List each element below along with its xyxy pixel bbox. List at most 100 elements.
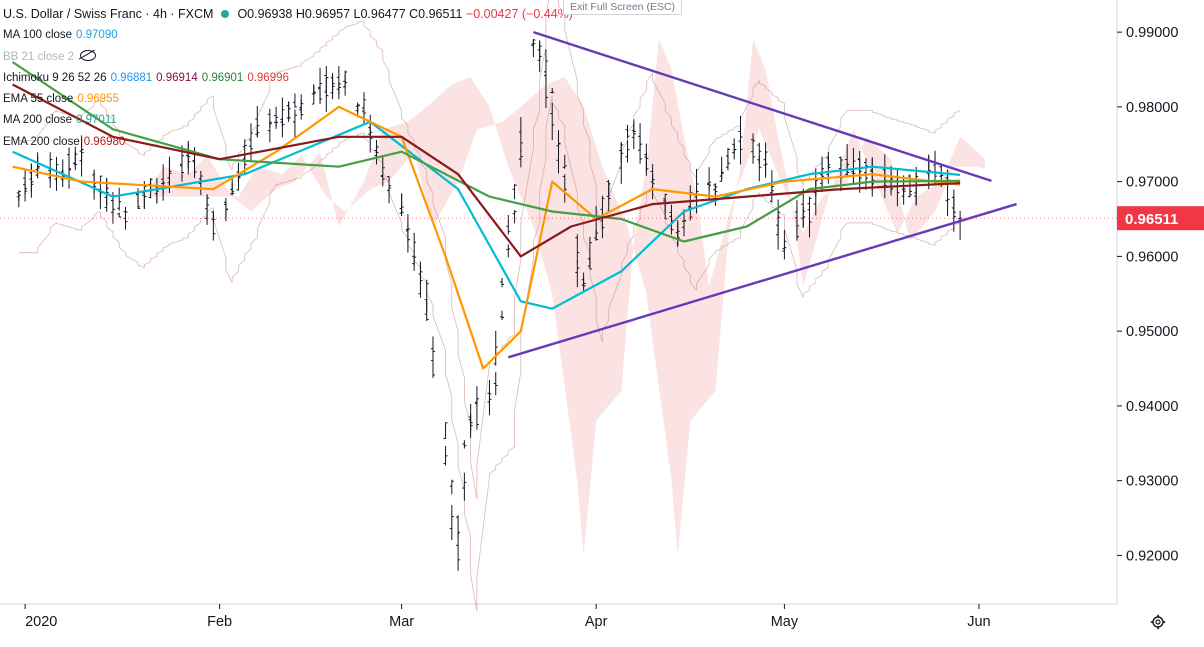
indicator-label: BB 21 close 2 <box>3 50 74 63</box>
price-bar <box>682 214 687 226</box>
indicator-ema-200-close[interactable]: EMA 200 close 0.96980 <box>3 132 573 153</box>
price-bar <box>725 147 730 167</box>
price-bar <box>575 261 580 288</box>
x-tick-label: Jun <box>967 614 990 630</box>
price-bar <box>763 150 768 178</box>
price-bar <box>267 108 272 128</box>
indicator-bb-21-close-2[interactable]: BB 21 close 2 <box>3 47 573 68</box>
price-bar <box>380 155 385 177</box>
settings-gear-icon[interactable] <box>1150 614 1166 630</box>
y-tick-label: 0.95000 <box>1126 324 1178 340</box>
price-bar <box>29 163 34 198</box>
symbol-title[interactable]: U.S. Dollar / Swiss Franc · 4h · FXCM O0.… <box>3 4 573 25</box>
indicator-ma-200-close[interactable]: MA 200 close 0.97011 <box>3 110 573 131</box>
indicator-ema-55-close[interactable]: EMA 55 close 0.96955 <box>3 89 573 110</box>
price-bar <box>343 70 348 88</box>
indicator-value: 0.96901 <box>201 71 244 84</box>
price-bar <box>179 148 184 182</box>
price-bar <box>500 310 505 320</box>
price-bar <box>543 74 548 108</box>
price-bar <box>211 210 216 223</box>
price-bar <box>644 143 649 176</box>
price-bar <box>487 379 492 412</box>
price-bar <box>79 138 84 164</box>
price-bar <box>148 177 153 199</box>
price-bar <box>550 87 555 94</box>
price-bar <box>675 220 680 247</box>
indicator-label: Ichimoku 9 26 52 26 <box>3 71 107 84</box>
indicator-ma-100-close[interactable]: MA 100 close 0.97090 <box>3 25 573 46</box>
price-bar <box>462 440 467 449</box>
y-tick-label: 0.92000 <box>1126 548 1178 564</box>
series-ma-100-close <box>12 120 961 310</box>
price-bar <box>292 93 297 108</box>
price-bar <box>299 94 304 114</box>
price-bar <box>907 189 912 198</box>
price-bar <box>713 183 718 196</box>
x-tick-label: 2020 <box>25 614 57 630</box>
price-bar <box>751 148 756 164</box>
x-tick-label: Mar <box>389 614 414 630</box>
price-bar <box>430 359 435 378</box>
trendline-lower[interactable] <box>507 202 1017 359</box>
price-bar <box>35 155 40 175</box>
price-bar <box>117 212 122 218</box>
market-status-icon <box>221 10 230 18</box>
price-bar <box>380 175 385 187</box>
indicator-label: EMA 200 close <box>3 135 80 148</box>
price-bar <box>531 40 536 57</box>
indicator-value: 0.97090 <box>76 29 118 42</box>
price-bar <box>368 126 373 153</box>
price-bar <box>292 109 297 139</box>
price-bar <box>631 119 636 134</box>
y-tick-label: 0.99000 <box>1126 25 1178 41</box>
price-bar <box>506 244 511 258</box>
price-bar <box>518 116 523 152</box>
eye-off-icon[interactable] <box>79 49 96 61</box>
price-bar <box>361 102 366 126</box>
trendline-upper[interactable] <box>533 31 992 183</box>
price-bar <box>587 236 592 266</box>
price-bar <box>324 66 329 93</box>
price-bar <box>449 504 454 540</box>
y-tick-label: 0.96000 <box>1126 249 1178 265</box>
price-bar <box>67 147 72 177</box>
y-tick-label: 0.98000 <box>1126 100 1178 116</box>
price-bar <box>857 159 862 186</box>
price-bar <box>500 277 505 288</box>
y-tick-label: 0.93000 <box>1126 474 1178 490</box>
price-bar <box>625 140 630 163</box>
price-bar <box>650 174 655 200</box>
price-bar <box>757 155 762 182</box>
indicator-label: MA 100 close <box>3 29 73 42</box>
price-bar <box>399 193 404 217</box>
exit-fullscreen-button[interactable]: Exit Full Screen (ESC) <box>563 0 683 15</box>
price-bar <box>462 472 467 501</box>
symbol-name: U.S. Dollar / Swiss Franc · 4h · FXCM <box>3 7 214 21</box>
price-bar <box>468 414 473 438</box>
price-bar <box>249 123 254 163</box>
y-tick-label: 0.94000 <box>1126 399 1178 415</box>
price-bar <box>274 106 279 126</box>
price-bar <box>405 223 410 253</box>
price-bar <box>688 185 693 211</box>
indicator-value: 0.96881 <box>110 71 153 84</box>
price-bar <box>330 72 335 100</box>
price-bar <box>512 210 517 224</box>
price-bar <box>870 157 875 197</box>
indicator-label: EMA 55 close <box>3 93 74 106</box>
current-price-label: 0.96511 <box>1125 211 1178 228</box>
price-bar <box>638 136 643 164</box>
price-bar <box>223 201 228 222</box>
indicator-ichimoku-9-26-52-26[interactable]: Ichimoku 9 26 52 26 0.96881 0.96914 0.96901… <box>3 68 573 89</box>
indicator-value: 0.96955 <box>77 93 119 106</box>
price-bar <box>230 182 235 194</box>
price-bar <box>336 81 341 95</box>
price-bar <box>205 195 210 225</box>
price-bar <box>738 139 743 165</box>
price-bar <box>801 188 806 227</box>
indicator-value: 0.96996 <box>247 71 289 84</box>
price-bar <box>387 187 392 204</box>
